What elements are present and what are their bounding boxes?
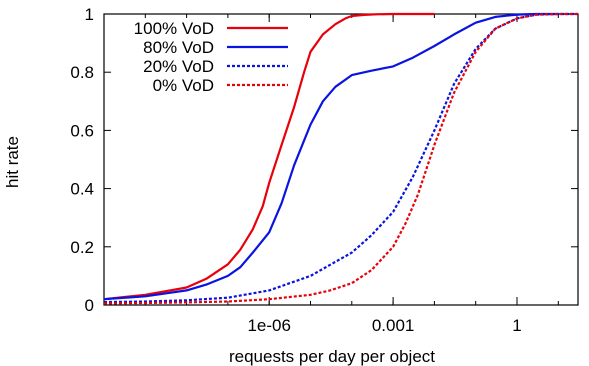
y-axis-label-group: hit rate	[3, 136, 22, 188]
y-tick-label: 0	[85, 296, 94, 315]
y-tick-label: 1	[85, 5, 94, 24]
plot-area: 0 0.2 0.4 0.6 0.8 1 1e-06 0.001 1	[70, 5, 579, 335]
x-tick-label: 1	[512, 316, 521, 335]
legend-label: 80% VoD	[143, 38, 214, 57]
y-tick-label: 0.6	[70, 121, 94, 140]
y-tick-label: 0.2	[70, 238, 94, 257]
y-tick-label: 0.4	[70, 180, 94, 199]
x-tick-label: 0.001	[372, 316, 415, 335]
y-axis-label: hit rate	[3, 136, 22, 188]
legend-label: 20% VoD	[143, 57, 214, 76]
series-line-2	[103, 12, 578, 304]
legend-label: 100% VoD	[134, 19, 214, 38]
legend-label: 0% VoD	[153, 76, 214, 95]
x-axis-label: requests per day per object	[229, 347, 435, 366]
x-tick-label: 1e-06	[247, 316, 290, 335]
plot-frame	[103, 13, 579, 306]
series-line-3	[103, 12, 578, 305]
series-line-1	[103, 12, 559, 301]
y-tick-label: 0.8	[70, 63, 94, 82]
series-line-0	[103, 12, 435, 301]
